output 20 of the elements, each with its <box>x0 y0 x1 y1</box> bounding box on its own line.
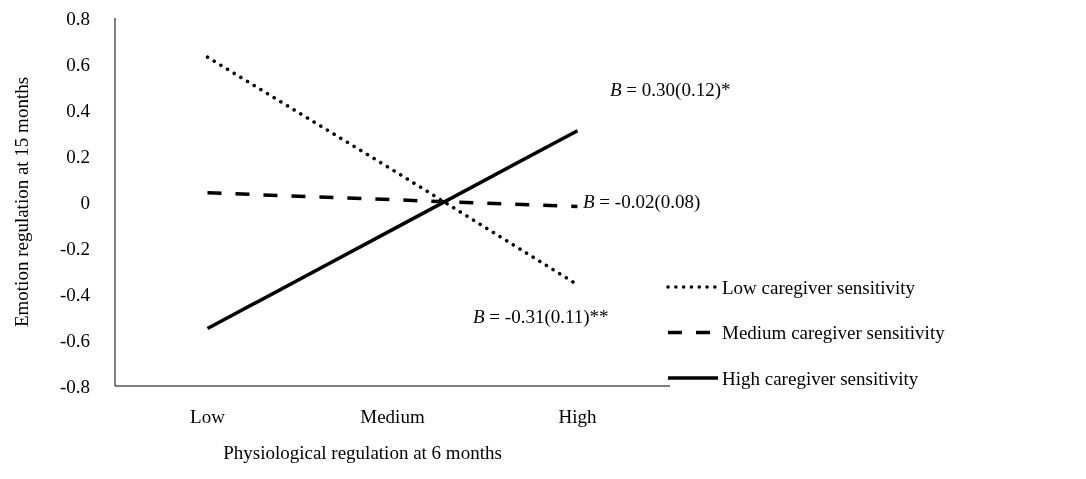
y-axis-title: Emotion regulation at 15 months <box>11 76 32 328</box>
y-tick-label: 0.2 <box>66 145 90 167</box>
legend-label: High caregiver sensitivity <box>722 367 919 389</box>
annotation: B = -0.31(0.11)** <box>473 306 609 328</box>
y-tick-label: 0.4 <box>66 99 91 121</box>
y-tick-label: 0.6 <box>66 53 90 75</box>
y-tick-label: -0.4 <box>59 283 91 305</box>
x-axis-title: Physiological regulation at 6 months <box>223 442 502 463</box>
x-tick-label: Medium <box>360 406 425 427</box>
y-tick-label: 0 <box>80 191 90 213</box>
annotation: B = -0.02(0.08) <box>583 191 701 213</box>
y-tick-label: 0.8 <box>66 7 90 29</box>
y-tick-label: -0.2 <box>59 237 90 259</box>
y-tick-label: -0.8 <box>59 375 90 397</box>
y-tick-label: -0.6 <box>59 329 90 351</box>
legend-label: Low caregiver sensitivity <box>722 276 916 298</box>
x-tick-label: Low <box>190 406 226 427</box>
legend-label: Medium caregiver sensitivity <box>722 322 946 344</box>
annotation: B = 0.30(0.12)* <box>610 79 731 101</box>
x-tick-label: High <box>558 406 597 427</box>
